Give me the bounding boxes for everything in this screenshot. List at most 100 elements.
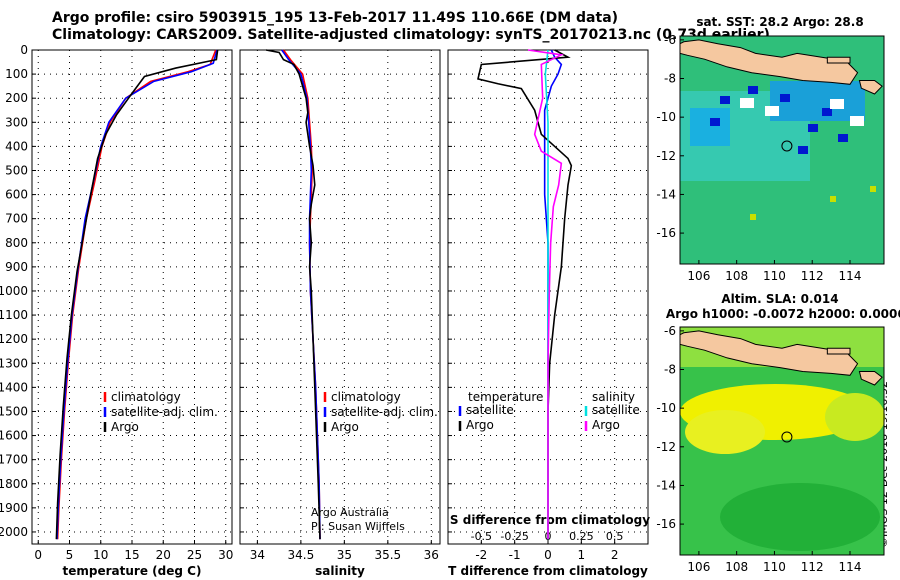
xaxis-label-difference: T difference from climatology (448, 564, 648, 578)
ytick-label: 300 (5, 115, 28, 129)
xaxis-label-temperature: temperature (deg C) (63, 564, 202, 578)
series-line-difference-s-argo (527, 49, 565, 540)
legend-label: Argo (592, 418, 620, 432)
legend-label: Argo (466, 418, 494, 432)
ytick-label: 2000 (0, 525, 28, 539)
land-java (679, 330, 859, 376)
map-ytick-label: -16 (656, 226, 676, 240)
xtick-secondary-label: -0.5 (471, 530, 492, 543)
xtick-secondary-label: 0.25 (569, 530, 594, 543)
map-xtick-label: 114 (839, 560, 862, 574)
land-bali (858, 370, 883, 386)
series-line-salinity-argo (265, 49, 321, 540)
legend-label: Argo (331, 420, 359, 434)
ytick-label: 1400 (0, 380, 28, 394)
sla-low-zone (720, 483, 880, 551)
series-line-temperature-climatology (56, 49, 217, 540)
series-line-salinity-climatology (282, 49, 321, 540)
sst-cool-pixel (830, 196, 836, 202)
xtick-label: 35.5 (374, 548, 401, 562)
xtick-label: 0 (34, 548, 42, 562)
map-xtick-label: 106 (687, 560, 710, 574)
xtick-label: 36 (424, 548, 439, 562)
map-frame (679, 35, 885, 265)
map-ytick-label: -14 (656, 478, 676, 492)
legend-label: satellite (592, 403, 640, 417)
map-ytick-label: -6 (664, 33, 676, 47)
xtick-label: 30 (218, 548, 233, 562)
ytick-label: 200 (5, 91, 28, 105)
ytick-label: 1100 (0, 308, 28, 322)
ytick-label: 1500 (0, 404, 28, 418)
xtick-label: -2 (475, 548, 487, 562)
argo-float-marker (781, 431, 793, 443)
sst-warm-pixel (798, 146, 808, 154)
ytick-label: 0 (20, 43, 28, 57)
legend-label: satellite (466, 403, 514, 417)
map-ytick-label: -10 (656, 401, 676, 415)
map-ytick-label: -12 (656, 149, 676, 163)
sla-high-zone (825, 393, 885, 441)
series-line-difference-t-argo (477, 49, 573, 540)
xaxis-label-salinity: salinity (315, 564, 365, 578)
legend-heading-salinity: salinity (592, 390, 635, 404)
xtick-label: 10 (93, 548, 108, 562)
xtick-label: 15 (124, 548, 139, 562)
ytick-label: 500 (5, 163, 28, 177)
ytick-label: 100 (5, 67, 28, 81)
ytick-label: 1700 (0, 453, 28, 467)
land-madura (826, 347, 851, 355)
map-ytick-label: -14 (656, 187, 676, 201)
xtick-label: 35 (337, 548, 352, 562)
map-ytick-label: -6 (664, 324, 676, 338)
figure-title-line1: Argo profile: csiro 5903915_195 13-Feb-2… (52, 10, 619, 26)
panel-frame-salinity (239, 49, 441, 545)
ytick-label: 800 (5, 236, 28, 250)
map-subtitle-sla: Argo h1000: -0.0072 h2000: 0.00065 (666, 307, 900, 321)
map-title-sla: Altim. SLA: 0.014 (721, 292, 838, 306)
ytick-label: 1900 (0, 501, 28, 515)
sst-warm-pixel (720, 96, 730, 104)
map-sla (679, 326, 885, 556)
ytick-label: 1000 (0, 284, 28, 298)
figure-title-line2: Climatology: CARS2009. Satellite-adjuste… (52, 27, 770, 43)
sst-cloud-gap (850, 116, 864, 126)
sst-cool-pixel (750, 214, 756, 220)
map-xtick-label: 112 (801, 269, 824, 283)
xtick-secondary-label: -0.25 (500, 530, 528, 543)
xtick-label: 5 (66, 548, 74, 562)
ytick-label: 1800 (0, 477, 28, 491)
series-line-difference-t-satellite (543, 49, 563, 540)
map-xtick-label: 114 (839, 269, 862, 283)
ytick-label: 1600 (0, 429, 28, 443)
ytick-label: 700 (5, 212, 28, 226)
map-xtick-label: 108 (725, 560, 748, 574)
land-java (679, 39, 859, 85)
map-frame (679, 326, 885, 556)
sst-warm-pixel (710, 118, 720, 126)
map-ytick-label: -8 (664, 72, 676, 86)
sst-warm-pixel (822, 108, 832, 116)
sst-cloud-gap (830, 99, 844, 109)
sst-warm-pixel (780, 94, 790, 102)
xtick-label: 34 (250, 548, 265, 562)
annotation-argo-australia: Argo Australia (311, 506, 389, 519)
ytick-label: 600 (5, 188, 28, 202)
map-xtick-label: 108 (725, 269, 748, 283)
legend-label: Argo (111, 420, 139, 434)
legend-label: climatology (111, 390, 181, 404)
map-xtick-label: 106 (687, 269, 710, 283)
sst-cool-pixel (870, 186, 876, 192)
land-bali (858, 79, 883, 95)
map-title-sst: sat. SST: 28.2 Argo: 28.8 (696, 15, 863, 29)
series-line-temperature-argo (55, 49, 219, 540)
map-xtick-label: 110 (763, 560, 786, 574)
ytick-label: 1200 (0, 332, 28, 346)
legend-label: satellite-adj. clim. (111, 405, 218, 419)
sst-warm-pixel (808, 124, 818, 132)
xtick-label: 20 (156, 548, 171, 562)
sst-warm-pixel (748, 86, 758, 94)
annotation-pi: PI: Susan Wijffels (311, 520, 405, 533)
xtick-label: 34.5 (288, 548, 315, 562)
